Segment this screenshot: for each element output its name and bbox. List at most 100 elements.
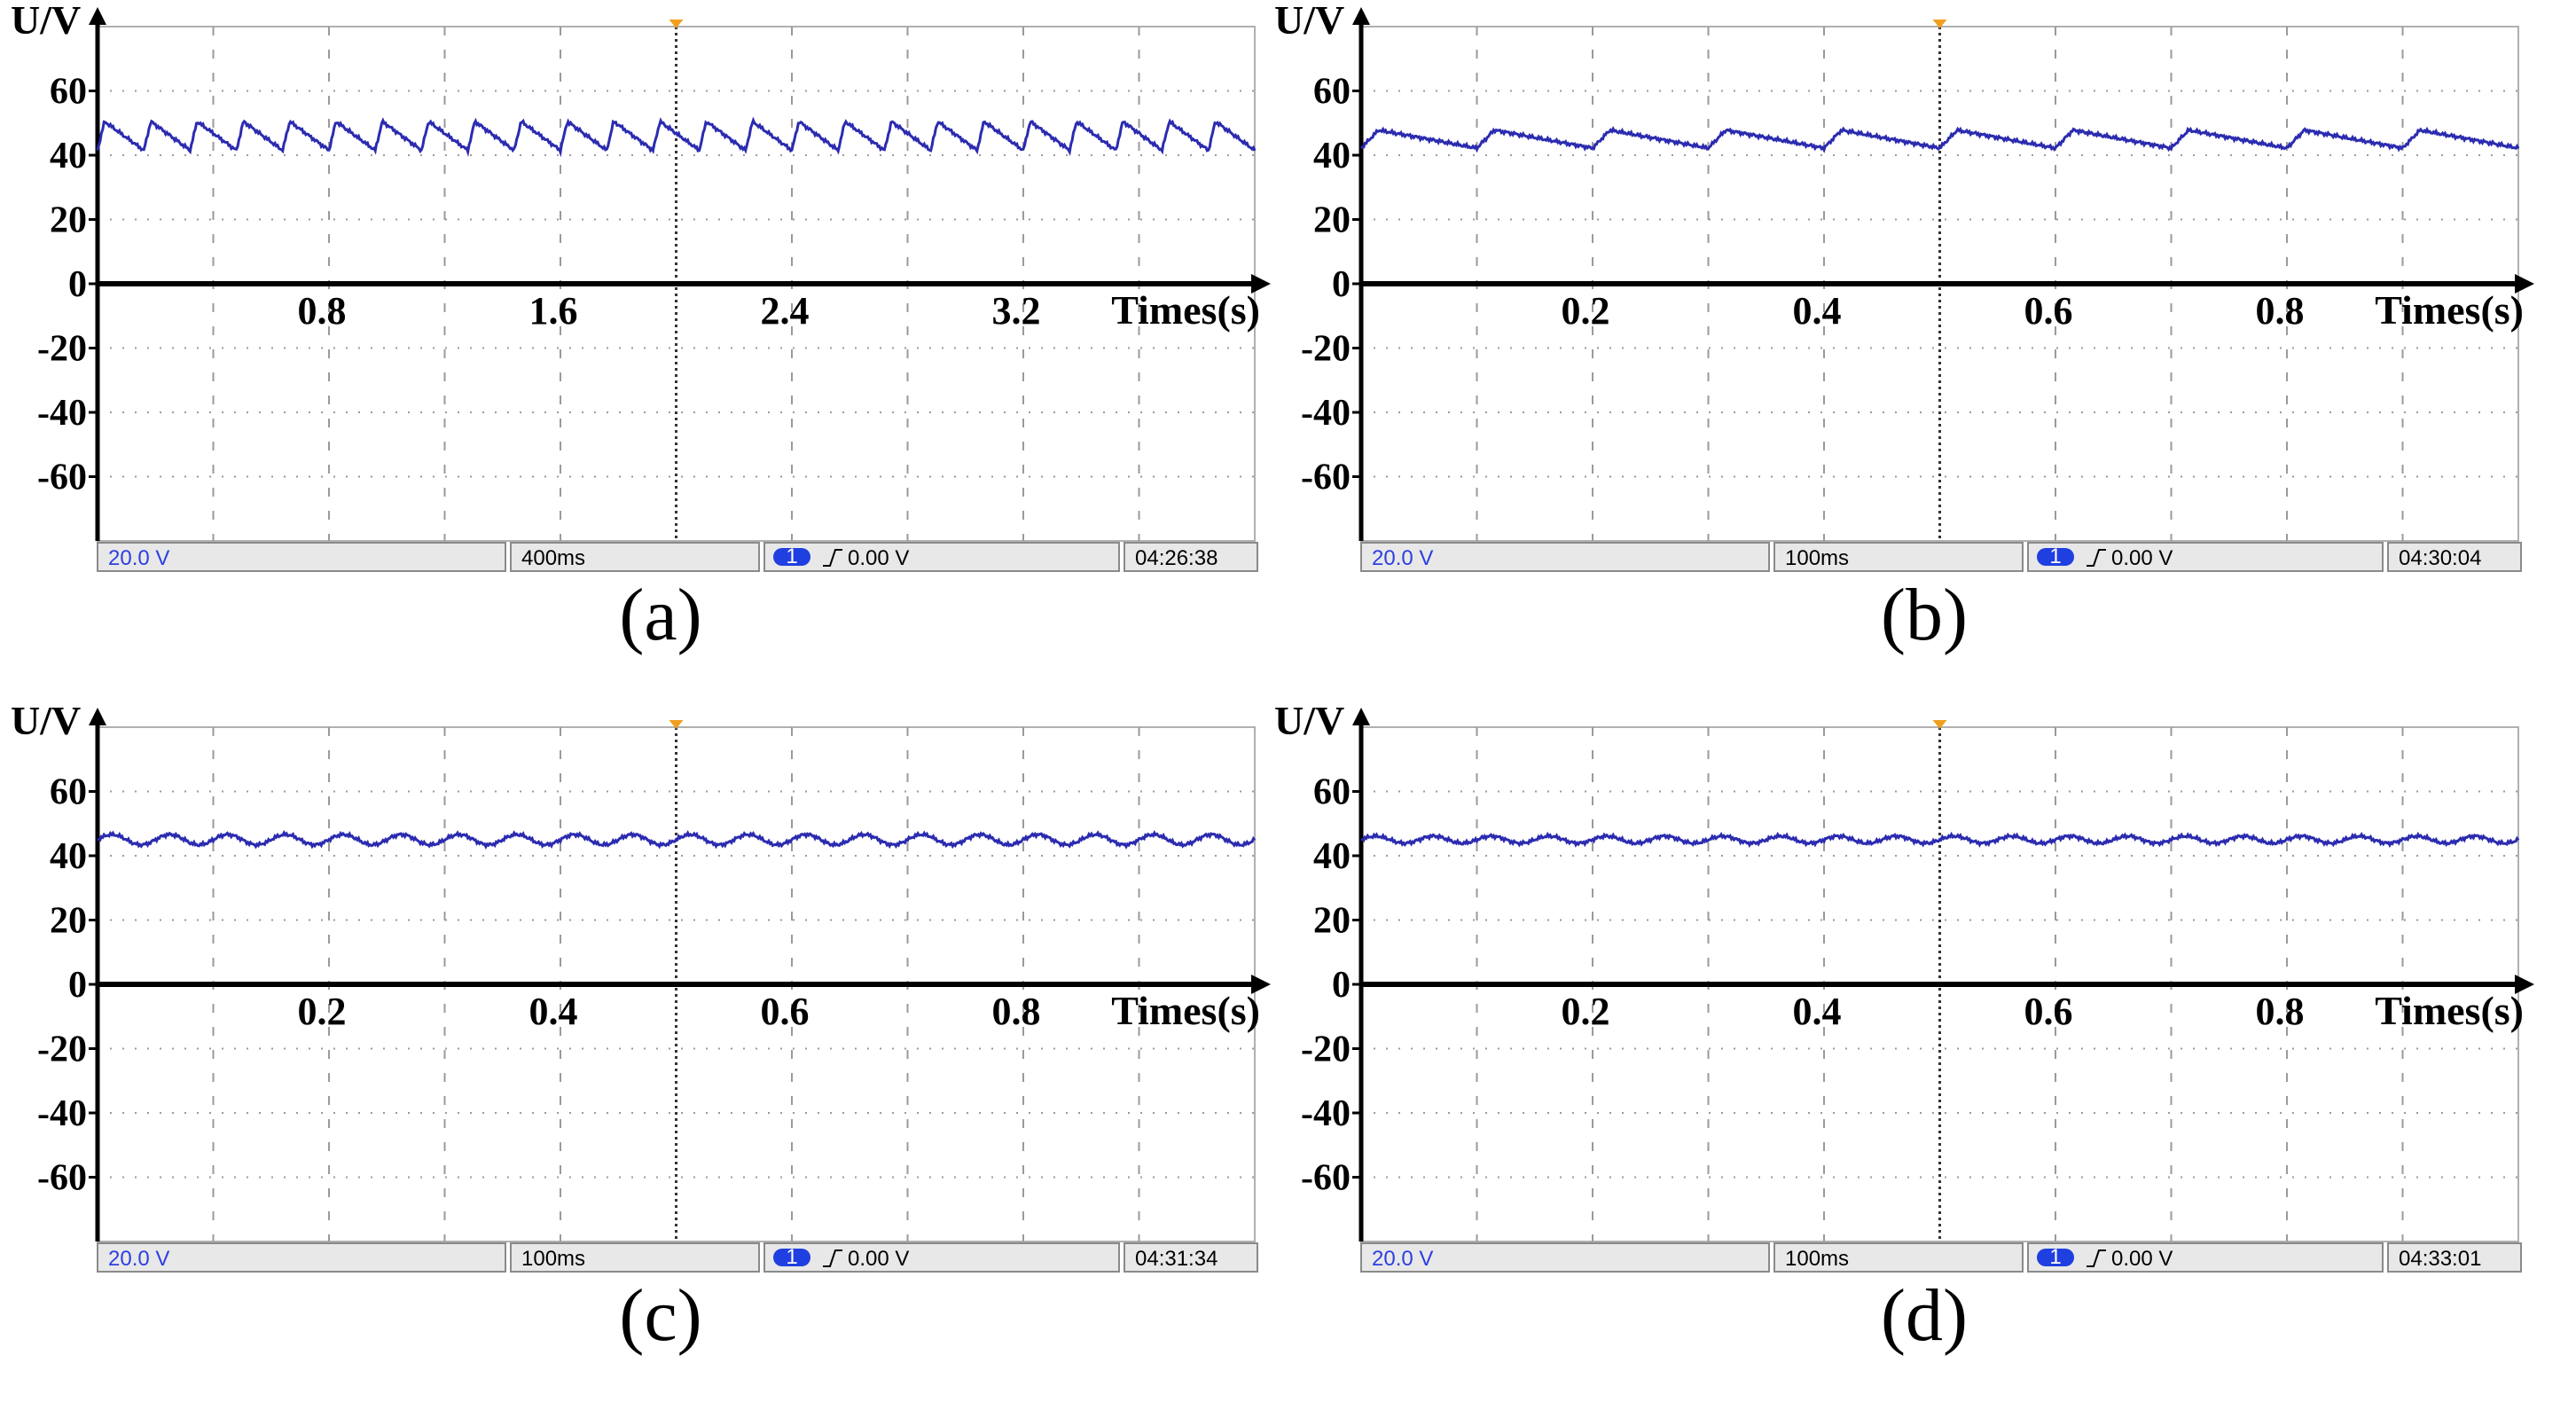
timestamp-text: 04:30:04	[2399, 546, 2481, 570]
y-tick-label: -20	[37, 329, 87, 370]
y-tick-label: -40	[37, 1093, 87, 1134]
x-axis-label: Times(s)	[1111, 988, 1260, 1033]
x-tick-label: 0.6	[2024, 990, 2073, 1033]
volts-per-div-text: 20.0 V	[108, 1247, 169, 1271]
x-tick-label: 0.8	[2256, 990, 2305, 1033]
timestamp-cell	[1124, 542, 1258, 572]
trigger-position-marker	[1932, 20, 1947, 28]
volts-per-div-cell	[1360, 1242, 1770, 1273]
rising-edge-icon	[823, 549, 842, 567]
x-axis-arrow	[2515, 975, 2534, 994]
time-per-div-text: 400ms	[521, 546, 585, 570]
y-axis-label: U/V	[11, 0, 81, 43]
volts-per-div-text: 20.0 V	[1372, 1247, 1433, 1271]
x-tick-label: 2.4	[761, 289, 810, 333]
volts-per-div-cell	[1360, 542, 1770, 572]
channel-badge	[773, 1249, 810, 1266]
volts-per-div-cell	[97, 1242, 506, 1273]
trigger-level-text: 0.00 V	[2111, 546, 2173, 570]
timestamp-cell	[1124, 1242, 1258, 1273]
status-bar: 20.0 V 100ms 04:31:34 1 0.00 V	[97, 1242, 1258, 1273]
y-axis-label: U/V	[1274, 0, 1344, 43]
y-tick-label: 20	[1313, 200, 1351, 241]
channel-number: 1	[786, 544, 797, 568]
voltage-trace	[1360, 125, 2520, 153]
trigger-position-marker	[669, 20, 684, 28]
channel-badge	[2037, 1249, 2074, 1266]
y-tick-label: 0	[1332, 264, 1351, 305]
y-axis-arrow	[1352, 7, 1370, 25]
trigger-setting-cell	[2027, 542, 2384, 572]
panel-caption: (c)	[619, 1274, 702, 1357]
x-tick-label: 3.2	[992, 289, 1041, 333]
y-tick-label: 40	[50, 136, 87, 176]
voltage-trace	[1360, 831, 2520, 849]
panel-caption: (d)	[1881, 1274, 1968, 1357]
x-tick-label: 1.6	[529, 289, 578, 333]
trigger-level-text: 0.00 V	[848, 546, 909, 570]
x-tick-label: 0.8	[298, 289, 347, 333]
chart-c: U/V Times(s) 60 40 20 0 -20 -40 -60 0.2 0.4 0.6 0.8 2…	[11, 698, 1271, 1273]
x-tick-label: 0.4	[1793, 289, 1842, 333]
chart-a: U/V Times(s) 60 40 20 0 -20 -40 -60 0.8 1.6 2.4 3.2 2…	[11, 0, 1271, 572]
trigger-level-text: 0.00 V	[848, 1247, 909, 1271]
x-tick-label: 0.6	[2024, 289, 2073, 333]
channel-badge	[773, 548, 810, 566]
chart-b: U/V Times(s) 60 40 20 0 -20 -40 -60 0.2 0.4 0.6 0.8 2…	[1274, 0, 2534, 572]
y-tick-label: -20	[1301, 329, 1351, 370]
timestamp-text: 04:26:38	[1135, 546, 1218, 570]
oscilloscope-panel-a: U/V Times(s) 60 40 20 0 -20 -40 -60 0.8 1.6 2.4 3.2 2…	[9, 0, 1312, 701]
y-tick-label: -40	[37, 393, 87, 434]
y-tick-label: -20	[1301, 1030, 1351, 1070]
x-tick-label: 0.4	[529, 990, 578, 1033]
time-per-div-cell	[1773, 1242, 2024, 1273]
x-axis-arrow	[1251, 274, 1271, 294]
y-tick-label: 20	[50, 901, 87, 942]
y-axis-arrow	[89, 7, 106, 25]
y-tick-label: -40	[1301, 393, 1351, 434]
y-tick-label: 60	[50, 72, 87, 113]
channel-number: 1	[786, 1245, 797, 1269]
oscilloscope-panel-d: U/V Times(s) 60 40 20 0 -20 -40 -60 0.2 0.4 0.6 0.8 2…	[1272, 698, 2576, 1401]
channel-number: 1	[2049, 544, 2061, 568]
trigger-setting-cell	[2027, 1242, 2384, 1273]
volts-per-div-cell	[97, 542, 506, 572]
status-bar: 20.0 V 100ms 04:33:01 1 0.00 V	[1360, 1242, 2522, 1273]
y-tick-label: 0	[68, 264, 87, 305]
time-per-div-cell	[510, 1242, 760, 1273]
x-tick-label: 0.8	[2256, 289, 2305, 333]
x-tick-label: 0.2	[298, 990, 347, 1033]
y-tick-label: -60	[1301, 1158, 1351, 1199]
time-per-div-text: 100ms	[1785, 546, 1849, 570]
y-tick-label: 60	[50, 772, 87, 813]
y-axis-arrow	[89, 708, 106, 725]
x-tick-label: 0.8	[992, 990, 1041, 1033]
trigger-setting-cell	[763, 542, 1120, 572]
x-axis-label: Times(s)	[1111, 287, 1260, 333]
timestamp-text: 04:31:34	[1135, 1247, 1218, 1271]
trigger-position-marker	[669, 720, 684, 729]
rising-edge-icon	[2087, 1249, 2106, 1267]
timestamp-text: 04:33:01	[2399, 1247, 2481, 1271]
x-axis-label: Times(s)	[2375, 287, 2524, 333]
channel-badge	[2037, 548, 2074, 566]
y-tick-label: -20	[37, 1030, 87, 1070]
rising-edge-icon	[2087, 549, 2106, 567]
status-bar: 20.0 V 100ms 04:30:04 1 0.00 V	[1360, 542, 2522, 572]
y-tick-label: 40	[1313, 136, 1351, 176]
x-axis-label: Times(s)	[2375, 988, 2524, 1033]
x-axis-arrow	[2515, 274, 2534, 294]
y-tick-label: -60	[1301, 458, 1351, 498]
x-tick-label: 0.6	[761, 990, 810, 1033]
y-tick-label: -40	[1301, 1093, 1351, 1134]
time-per-div-text: 100ms	[521, 1247, 585, 1271]
oscilloscope-panel-c: U/V Times(s) 60 40 20 0 -20 -40 -60 0.2 0.4 0.6 0.8 2…	[9, 698, 1312, 1401]
panel-caption: (b)	[1881, 574, 1968, 656]
y-tick-label: 60	[1313, 772, 1351, 813]
trigger-level-text: 0.00 V	[2111, 1247, 2173, 1271]
y-tick-label: 0	[1332, 965, 1351, 1006]
x-tick-label: 0.2	[1562, 990, 1610, 1033]
y-tick-label: 40	[50, 836, 87, 877]
y-axis-label: U/V	[1274, 698, 1344, 743]
y-tick-label: -60	[37, 458, 87, 498]
